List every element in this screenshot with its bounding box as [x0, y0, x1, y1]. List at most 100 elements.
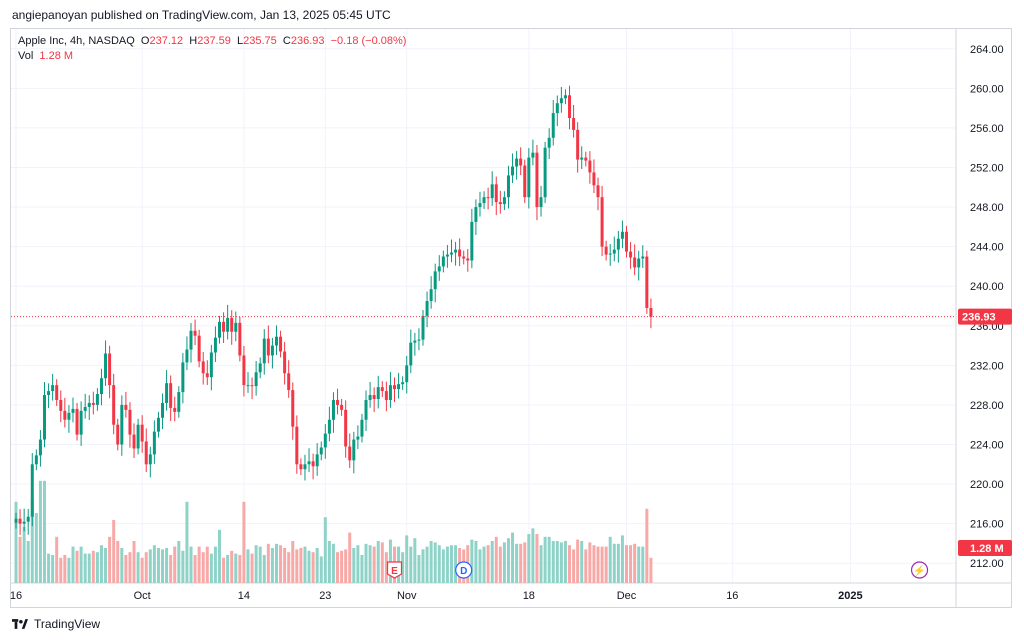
candle-body — [474, 207, 478, 222]
candle-body — [307, 461, 311, 465]
candle-body — [608, 253, 612, 255]
event-badge-icon — [910, 561, 929, 579]
volume-bar — [42, 480, 46, 583]
candle-body — [336, 399, 340, 405]
candle-body — [511, 166, 515, 176]
candle-body — [87, 402, 91, 407]
candle-body — [502, 197, 506, 205]
volume-bar — [156, 548, 160, 583]
candle-body — [79, 410, 83, 435]
volume-bar — [136, 552, 140, 583]
volume-bar — [319, 556, 323, 583]
volume-bar — [584, 549, 588, 583]
candle-body — [104, 353, 108, 379]
volume-bar — [26, 541, 30, 583]
candle-body — [319, 447, 323, 455]
candle-body — [433, 271, 437, 290]
volume-bar — [144, 552, 148, 583]
candle-body — [67, 412, 71, 420]
candle-body — [637, 258, 641, 268]
candle-body — [633, 257, 637, 268]
candle-body — [59, 399, 63, 411]
candle-body — [274, 336, 278, 346]
volume-bar — [185, 501, 189, 583]
candle-body — [498, 202, 502, 205]
last-volume-label: 1.28 M — [970, 543, 1004, 555]
candle-body — [246, 385, 250, 387]
y-tick-label: 220.00 — [970, 479, 1004, 491]
candle-body — [266, 338, 270, 356]
volume-bar — [348, 532, 352, 583]
volume-bar — [445, 546, 449, 583]
x-tick-label: 18 — [523, 590, 535, 602]
volume-bar — [99, 545, 103, 583]
volume-bar — [368, 545, 372, 583]
candle-body — [63, 410, 67, 420]
volume-bar — [380, 542, 384, 583]
volume-bar — [401, 552, 405, 583]
candle-body — [144, 441, 148, 465]
candle-body — [625, 231, 628, 252]
volume-bar — [262, 555, 266, 583]
volume-bar — [307, 550, 311, 583]
candle-body — [169, 383, 173, 408]
volume-bar — [47, 553, 51, 583]
volume-bar — [315, 548, 319, 583]
volume-bar — [291, 541, 295, 583]
volume-bar — [67, 557, 71, 583]
candle-body — [372, 395, 376, 399]
volume-bar — [437, 545, 441, 583]
volume-bar — [506, 538, 510, 583]
volume-bar — [242, 501, 246, 583]
candle-body — [258, 363, 262, 373]
close-value: 236.93 — [290, 35, 325, 47]
volume-bar — [34, 513, 38, 583]
volume-bar — [417, 555, 421, 583]
volume-bar — [388, 539, 392, 583]
candle-body — [222, 321, 226, 332]
volume-bar — [405, 535, 409, 583]
candle-body — [645, 256, 649, 308]
volume-bar — [161, 549, 165, 583]
candle-body — [120, 404, 124, 445]
volume-bar — [258, 546, 262, 583]
candle-body — [360, 419, 364, 437]
volume-bar — [59, 557, 63, 583]
candle-body — [132, 434, 136, 449]
volume-bar — [559, 542, 563, 583]
candle-body — [515, 158, 519, 167]
volume-bar — [360, 555, 364, 583]
candle-body — [600, 197, 604, 247]
candle-body — [441, 256, 445, 267]
publish-header: angiepanoyan published on TradingView.co… — [12, 8, 391, 22]
volume-bar — [454, 545, 458, 583]
volume-bar — [279, 545, 283, 583]
x-tick-label: 14 — [238, 590, 250, 602]
candle-body — [340, 404, 344, 410]
volume-bar — [104, 548, 108, 583]
volume-bar — [421, 549, 425, 583]
candle-body — [482, 197, 486, 204]
volume-bar — [299, 548, 303, 583]
candle-body — [75, 408, 79, 435]
candle-body — [108, 353, 112, 386]
volume-bar — [124, 555, 128, 583]
y-tick-label: 212.00 — [970, 558, 1004, 570]
volume-bar — [588, 542, 592, 583]
volume-bar — [413, 538, 417, 583]
volume-bar — [71, 546, 75, 583]
candle-body — [401, 382, 405, 385]
volume-bar — [580, 541, 584, 583]
tradingview-brand[interactable]: TradingView — [12, 617, 100, 631]
candle-body — [197, 335, 201, 362]
candle-body — [555, 103, 559, 114]
volume-bar — [238, 555, 242, 583]
candle-body — [352, 439, 356, 461]
volume-bar — [600, 546, 604, 583]
volume-bar — [502, 542, 506, 583]
candle-body — [234, 322, 238, 332]
volume-bar — [274, 543, 278, 583]
volume-bar — [515, 543, 519, 583]
candle-body — [71, 408, 75, 413]
